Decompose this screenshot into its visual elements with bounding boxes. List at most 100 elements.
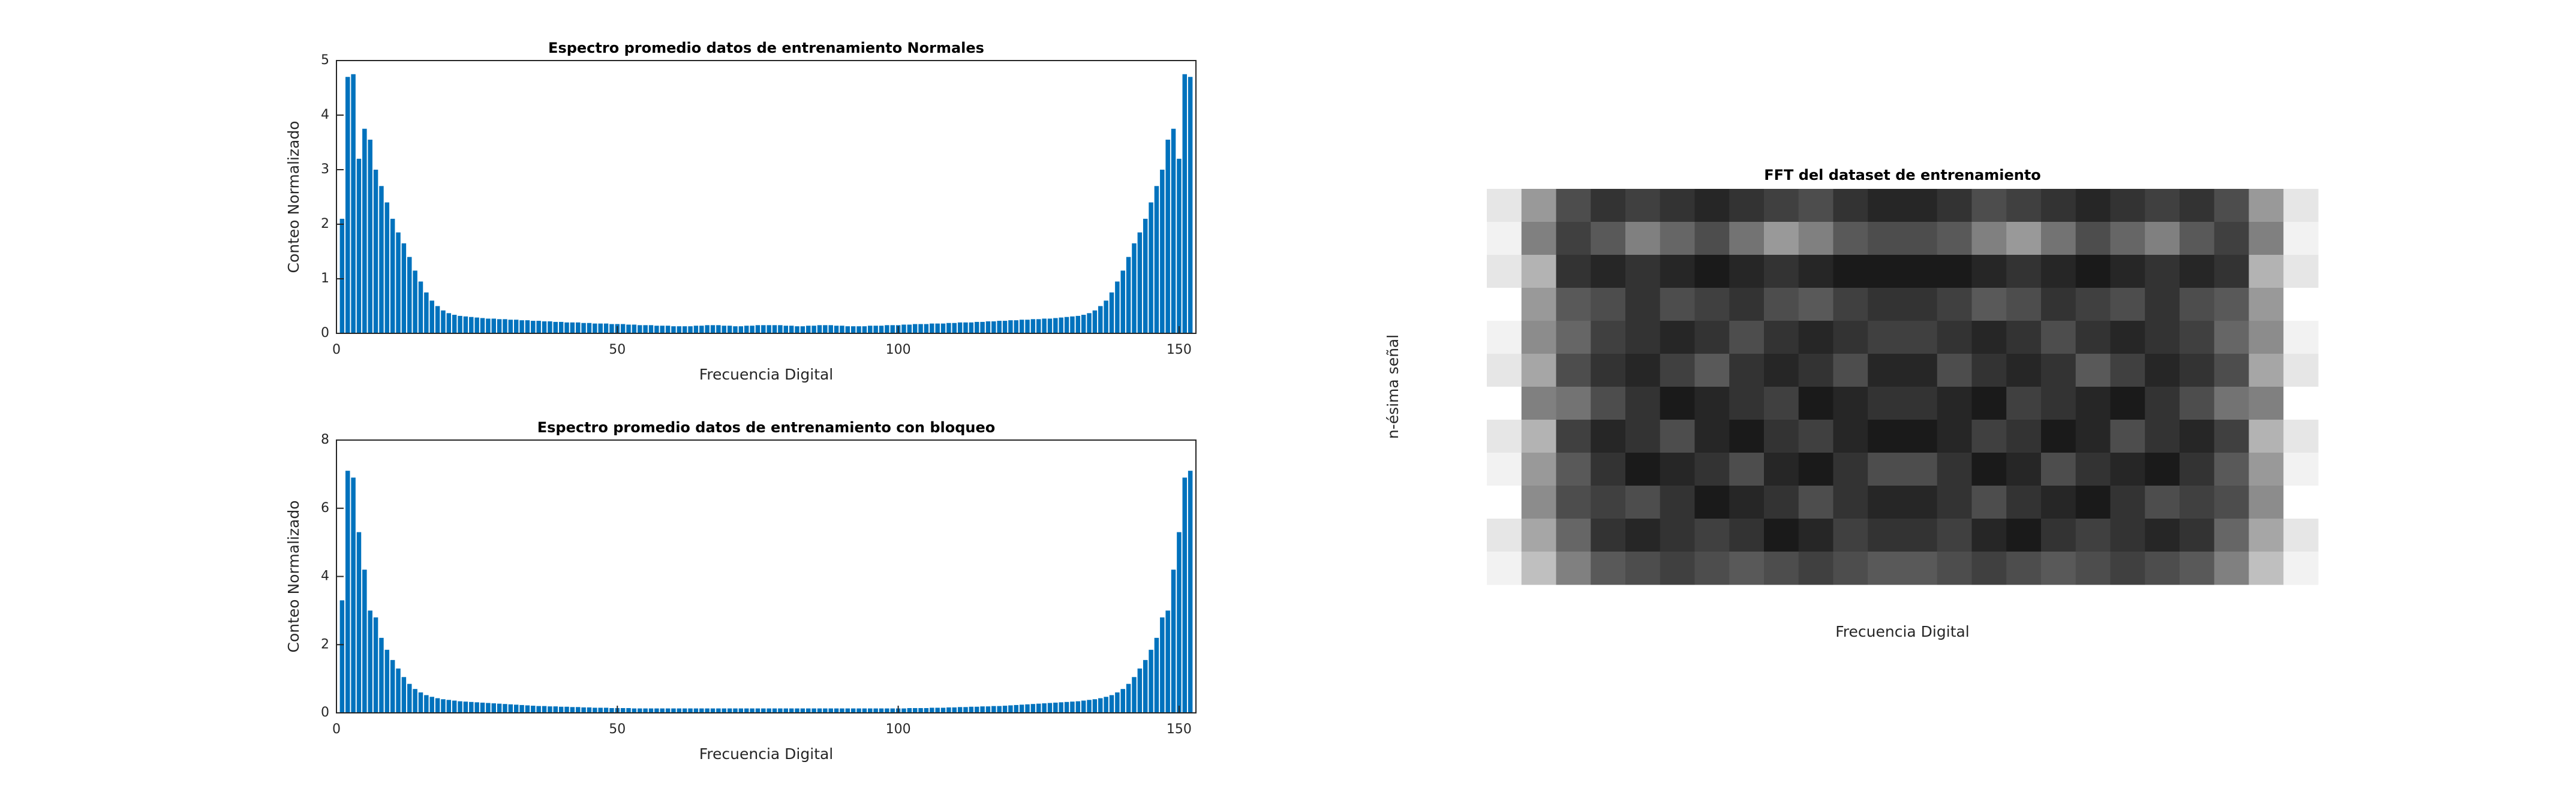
heatmap-cell (2249, 420, 2284, 453)
heatmap-cell (1971, 420, 2007, 453)
bar (946, 323, 951, 333)
heatmap-cell (1764, 387, 1799, 420)
heatmap-cell (2006, 552, 2042, 585)
bar (761, 325, 766, 333)
heatmap-cell (1487, 222, 1522, 255)
bar (856, 326, 861, 333)
bar (609, 708, 614, 713)
heatmap-cell (1729, 255, 1765, 288)
heatmap-cell (2075, 519, 2111, 552)
heatmap-cell (1591, 420, 1626, 453)
bar (688, 708, 693, 713)
bar (671, 708, 676, 713)
bar (345, 77, 350, 334)
heatmap-cell (2249, 189, 2284, 222)
x-axis-label: Frecuencia Digital (699, 366, 834, 383)
bar (564, 322, 569, 333)
bar (632, 708, 637, 713)
heatmap-cell (2180, 189, 2215, 222)
bar (396, 668, 401, 713)
heatmap-cell (2006, 453, 2042, 486)
bar (638, 325, 642, 333)
heatmap-cell (1487, 519, 1522, 552)
heatmap-cell (1833, 288, 1868, 321)
heatmap-cell (2075, 387, 2111, 420)
bar (823, 708, 828, 713)
heatmap-cell (2145, 255, 2180, 288)
bar (873, 708, 878, 713)
y-tick-label: 4 (321, 107, 329, 122)
bar (413, 270, 417, 333)
bar (536, 706, 541, 713)
heatmap-cell (1660, 486, 1695, 519)
bar (603, 707, 609, 713)
bar (817, 325, 822, 333)
x-tick-label: 150 (1167, 342, 1192, 357)
bar (1143, 660, 1148, 713)
bar (761, 708, 766, 713)
bar (907, 708, 912, 713)
heatmap-cell (1694, 222, 1730, 255)
bar (1115, 281, 1120, 333)
heatmap-cell (1798, 354, 1833, 387)
bar (755, 708, 761, 713)
heatmap-cell (1625, 321, 1661, 354)
bar (665, 708, 671, 713)
y-tick-label: 6 (321, 501, 329, 516)
bar (503, 704, 507, 713)
bar (705, 708, 710, 713)
heatmap-cell (1868, 321, 1903, 354)
bar (379, 637, 384, 713)
bar (531, 321, 536, 333)
heatmap-cell (1729, 354, 1765, 387)
heatmap-cell (1660, 387, 1695, 420)
heatmap-cell (2249, 255, 2284, 288)
heatmap-cell (2283, 321, 2319, 354)
bar (974, 706, 979, 713)
heatmap-cell (2283, 189, 2319, 222)
bar (1064, 317, 1069, 333)
heatmap-cell (1591, 519, 1626, 552)
bar (974, 321, 979, 333)
heatmap-cell (1591, 354, 1626, 387)
bar (918, 708, 923, 713)
heatmap-cell (1764, 288, 1799, 321)
bar (469, 701, 474, 713)
heatmap-cell (1833, 222, 1868, 255)
bar (1081, 315, 1086, 333)
heatmap-cell (1625, 222, 1661, 255)
bar (924, 324, 929, 333)
bar (620, 324, 626, 333)
bar (1081, 700, 1086, 713)
heatmap-cell (1798, 288, 1833, 321)
bar (985, 321, 991, 333)
bar (497, 703, 502, 713)
heatmap-cell (1660, 420, 1695, 453)
bar (693, 708, 699, 713)
y-tick-label: 2 (321, 637, 329, 652)
bar (1075, 701, 1081, 713)
bar (407, 257, 412, 333)
heatmap-cell (1625, 453, 1661, 486)
bar (486, 318, 491, 333)
heatmap-cell (1487, 189, 1522, 222)
heatmap-cell (1660, 453, 1695, 486)
bar (930, 707, 934, 713)
bar (699, 326, 704, 333)
bar (1087, 700, 1092, 713)
heatmap-cell (2041, 288, 2076, 321)
x-axis-label: Frecuencia Digital (699, 745, 834, 763)
bar (1177, 158, 1182, 333)
heatmap-cell (1521, 255, 1556, 288)
bar (682, 708, 687, 713)
heatmap-cell (1971, 453, 2007, 486)
bar (1171, 128, 1176, 333)
bar (587, 707, 592, 713)
heatmap-cell (2006, 189, 2042, 222)
bar (873, 326, 878, 333)
heatmap-cell (1833, 552, 1868, 585)
bar (985, 706, 991, 713)
heatmap-cell (2041, 189, 2076, 222)
heatmap-cell (1556, 354, 1591, 387)
